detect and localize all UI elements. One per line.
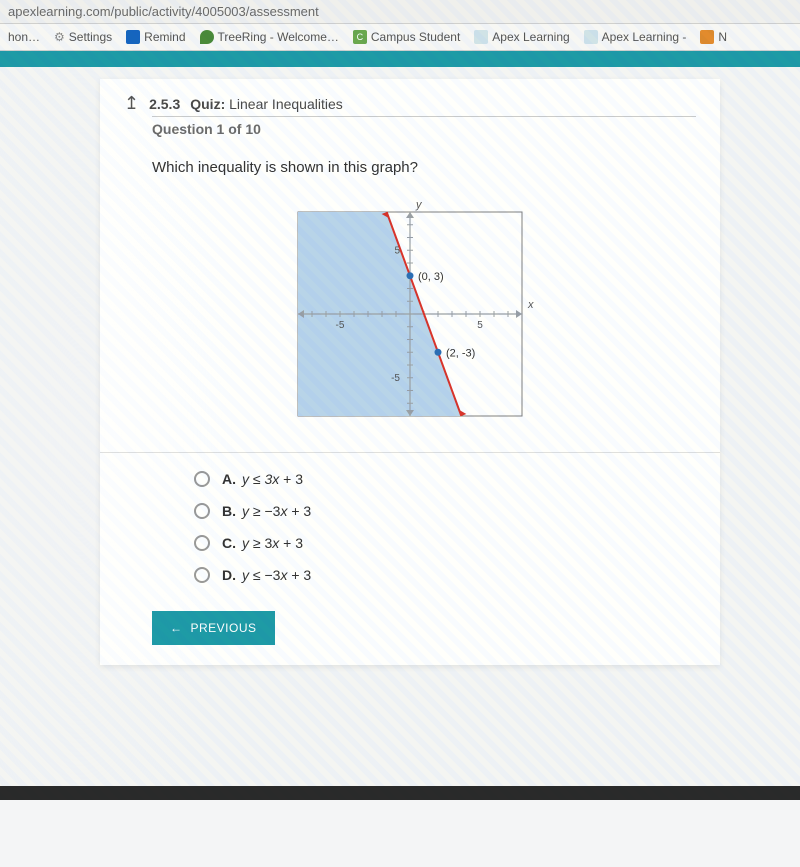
bookmark-label: hon… [8, 30, 40, 44]
quiz-label: Quiz: Linear Inequalities [190, 96, 343, 112]
leaf-icon [200, 30, 214, 44]
question-counter: Question 1 of 10 [152, 116, 696, 137]
doc-icon [584, 30, 598, 44]
choice-d[interactable]: D.y ≤ −3x + 3 [194, 567, 696, 583]
page-wrap: ↥ 2.5.3 Quiz: Linear Inequalities Questi… [0, 67, 800, 867]
choice-c[interactable]: C.y ≥ 3x + 3 [194, 535, 696, 551]
url-text: apexlearning.com/public/activity/4005003… [8, 4, 319, 19]
bookmark-label: Remind [144, 30, 185, 44]
radio-icon[interactable] [194, 471, 210, 487]
svg-text:x: x [527, 299, 534, 311]
choice-label: C.y ≥ 3x + 3 [222, 535, 303, 551]
svg-text:-5: -5 [391, 373, 400, 384]
doc-icon [474, 30, 488, 44]
bookmark-label: N [718, 30, 727, 44]
bookmark-label: Campus Student [371, 30, 460, 44]
bookmark-item[interactable]: hon… [8, 30, 40, 44]
choice-a[interactable]: A.y ≤ 3x + 3 [194, 471, 696, 487]
bookmark-label: Apex Learning [492, 30, 569, 44]
question-prompt: Which inequality is shown in this graph? [152, 159, 696, 176]
inequality-graph: -555-5xy(0, 3)(2, -3) [280, 194, 540, 434]
bookmark-label: TreeRing - Welcome… [218, 30, 339, 44]
square-icon [126, 30, 140, 44]
back-icon[interactable]: ↥ [124, 93, 139, 114]
svg-text:(2, -3): (2, -3) [446, 347, 475, 359]
bookmark-label: Apex Learning - [602, 30, 687, 44]
choice-label: A.y ≤ 3x + 3 [222, 471, 303, 487]
svg-text:5: 5 [477, 320, 483, 331]
previous-label: PREVIOUS [191, 621, 257, 635]
bottom-bezel [0, 786, 800, 800]
radio-icon[interactable] [194, 567, 210, 583]
bookmarks-bar: hon… ⚙ Settings Remind TreeRing - Welcom… [0, 24, 800, 51]
answer-choices: A.y ≤ 3x + 3 B.y ≥ −3x + 3 C.y ≥ 3x + 3 … [194, 471, 696, 583]
bookmark-apex1[interactable]: Apex Learning [474, 30, 569, 44]
bookmark-campus[interactable]: C Campus Student [353, 30, 460, 44]
orange-icon [700, 30, 714, 44]
bookmark-settings[interactable]: ⚙ Settings [54, 30, 112, 44]
svg-text:-5: -5 [336, 320, 345, 331]
bookmark-label: Settings [69, 30, 112, 44]
bookmark-remind[interactable]: Remind [126, 30, 185, 44]
bookmark-treering[interactable]: TreeRing - Welcome… [200, 30, 339, 44]
quiz-header: ↥ 2.5.3 Quiz: Linear Inequalities [124, 93, 696, 114]
quiz-card: ↥ 2.5.3 Quiz: Linear Inequalities Questi… [100, 79, 720, 665]
radio-icon[interactable] [194, 503, 210, 519]
graph-container: -555-5xy(0, 3)(2, -3) [124, 194, 696, 434]
svg-text:y: y [415, 199, 423, 211]
bookmark-last[interactable]: N [700, 30, 727, 44]
arrow-left-icon: ← [170, 621, 183, 635]
bookmark-apex2[interactable]: Apex Learning - [584, 30, 687, 44]
gear-icon: ⚙ [54, 30, 65, 44]
divider [100, 452, 720, 453]
radio-icon[interactable] [194, 535, 210, 551]
previous-button[interactable]: ← PREVIOUS [152, 611, 275, 645]
quiz-number: 2.5.3 [149, 96, 180, 112]
choice-b[interactable]: B.y ≥ −3x + 3 [194, 503, 696, 519]
c-icon: C [353, 30, 367, 44]
teal-strip [0, 51, 800, 67]
choice-label: D.y ≤ −3x + 3 [222, 567, 311, 583]
choice-label: B.y ≥ −3x + 3 [222, 503, 311, 519]
url-bar[interactable]: apexlearning.com/public/activity/4005003… [0, 0, 800, 24]
svg-text:(0, 3): (0, 3) [418, 271, 444, 283]
